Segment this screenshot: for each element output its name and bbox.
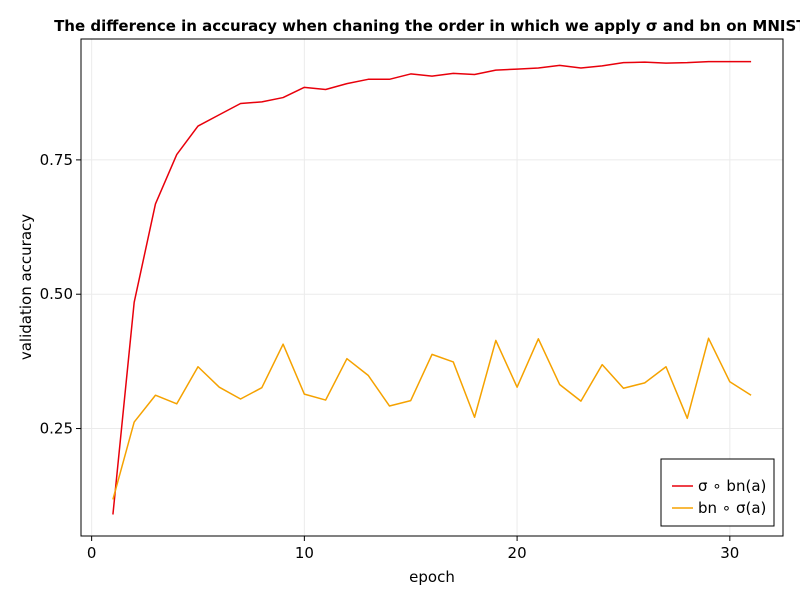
y-axis-ticks: 0.25 0.50 0.75 (40, 151, 81, 438)
series-line-1 (112, 60, 752, 515)
legend-label-1: σ ∘ bn(a) (698, 477, 766, 495)
x-tick-label: 20 (508, 544, 527, 562)
y-tick-label: 0.25 (40, 420, 73, 438)
y-tick-label: 0.50 (40, 285, 73, 303)
y-tick-label: 0.75 (40, 151, 73, 169)
x-tick-label: 0 (87, 544, 97, 562)
legend-box (660, 458, 775, 527)
x-tick-label: 30 (720, 544, 739, 562)
plot-frame (80, 38, 784, 537)
legend-label-2: bn ∘ σ(a) (698, 499, 766, 517)
y-axis-label: validation accuracy (17, 214, 35, 360)
grid (81, 39, 783, 536)
series-line-2 (112, 337, 752, 500)
x-axis-label: epoch (409, 568, 455, 586)
legend: σ ∘ bn(a) bn ∘ σ(a) (660, 458, 775, 527)
x-axis-ticks: 0 10 20 30 (87, 536, 739, 562)
chart-title: The difference in accuracy when chaning … (54, 17, 800, 35)
x-tick-label: 10 (295, 544, 314, 562)
series-layer (112, 60, 752, 515)
